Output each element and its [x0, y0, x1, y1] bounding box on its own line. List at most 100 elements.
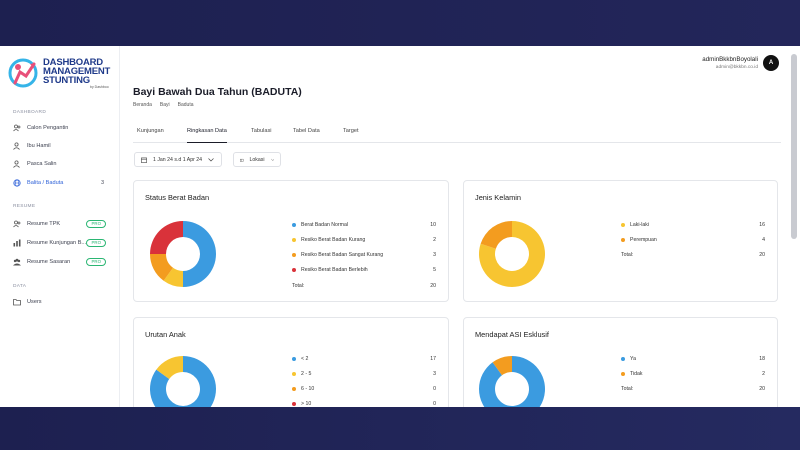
avatar[interactable]: A [763, 55, 779, 71]
donut-slice[interactable] [150, 254, 174, 281]
app-logo[interactable]: DASHBOARD MANAGEMENT STUNTING by Dashboo [6, 54, 118, 94]
total-label: Total: [292, 283, 305, 289]
date-range-filter[interactable]: 1 Jan 24 s.d 1 Apr 24 [134, 152, 222, 167]
card-jenis-kelamin: Jenis Kelamin Laki-laki 16 Perempuan 4 Tot… [463, 180, 778, 302]
user-info[interactable]: adminBkkbnBoyolali admin@bkkbn.co.id [702, 56, 758, 70]
user-name: adminBkkbnBoyolali [702, 56, 758, 63]
legend-value: 0 [433, 386, 436, 392]
donut-slice[interactable] [163, 267, 183, 287]
sidebar-item-label: Users [27, 299, 42, 305]
logo-subtitle: by Dashboo [90, 85, 109, 89]
logo-line-2: MANAGEMENT [43, 66, 111, 77]
users-icon [13, 220, 21, 228]
total-label: Total: [621, 252, 634, 258]
total-value: 20 [759, 386, 765, 392]
donut-slice[interactable] [150, 221, 183, 254]
legend-label: Perempuan [630, 237, 657, 243]
donut-slice[interactable] [480, 221, 512, 249]
breadcrumb-item[interactable]: Bayi [159, 102, 170, 108]
globe-icon [13, 179, 21, 187]
date-range-value: 1 Jan 24 s.d 1 Apr 24 [153, 156, 203, 163]
donut-chart [150, 221, 216, 287]
sidebar-item-balita-baduta[interactable]: Balita / Baduta 3 [6, 176, 114, 190]
sidebar-item-resume-sasaran[interactable]: Resume Sasaran PRO [6, 255, 114, 269]
legend-value: 5 [433, 267, 436, 273]
legend-item: > 10 0 [292, 400, 436, 407]
legend-value: 3 [433, 252, 436, 258]
legend-dot [292, 357, 296, 361]
donut-slice[interactable] [479, 221, 545, 287]
donut-slice[interactable] [492, 356, 512, 376]
sidebar-item-label: Resume Sasaran [27, 259, 71, 265]
legend-label: Resiko Berat Badan Sangat Kurang [301, 252, 384, 258]
card-status-berat-badan: Status Berat Badan Berat Badan Normal 10 … [133, 180, 449, 302]
legend-label: < 2 [301, 356, 309, 362]
sidebar-item-users[interactable]: Users [6, 295, 114, 309]
chevron-down-icon [270, 158, 274, 161]
sidebar-item-label: Resume Kunjungan B... [27, 240, 87, 246]
legend-label: 6 - 10 [301, 386, 315, 392]
section-title-resume: RESUME [13, 204, 36, 209]
legend-item: Berat Badan Normal 10 [292, 221, 436, 229]
tab-target[interactable]: Target [343, 128, 359, 134]
legend-label: 2 - 5 [301, 371, 312, 377]
legend-value: 16 [759, 222, 765, 228]
breadcrumb-item[interactable]: Beranda [133, 102, 152, 108]
sidebar-item-calon-pengantin[interactable]: Calon Pengantin [6, 121, 114, 135]
scrollbar[interactable] [791, 54, 797, 239]
pro-badge: PRO [86, 258, 106, 266]
legend-label: Berat Badan Normal [301, 222, 348, 228]
location-value: Lokasi [249, 156, 265, 163]
legend-value: 2 [433, 237, 436, 243]
sidebar-item-resume-kunjungan[interactable]: Resume Kunjungan B... PRO [6, 236, 114, 250]
legend-total: Total: 20 [292, 282, 436, 290]
legend-label: Ya [630, 356, 636, 362]
sidebar-item-pasca-salin[interactable]: Pasca Salin [6, 157, 114, 171]
legend-value: 4 [762, 237, 765, 243]
legend-label: Laki-laki [630, 222, 650, 228]
card-title: Urutan Anak [145, 330, 186, 339]
legend-dot [292, 238, 296, 242]
logo-text: DASHBOARD MANAGEMENT STUNTING [43, 58, 111, 86]
sidebar-item-label: Ibu Hamil [27, 143, 51, 149]
sidebar: DASHBOARD MANAGEMENT STUNTING by Dashboo… [0, 46, 120, 407]
sidebar-item-resume-tpk[interactable]: Resume TPK PRO [6, 217, 114, 231]
tab-kunjungan[interactable]: Kunjungan [137, 128, 164, 134]
breadcrumb-item: Baduta [177, 102, 194, 108]
user-email: admin@bkkbn.co.id [715, 65, 758, 70]
legend-dot [621, 223, 625, 227]
legend-item: Ya 18 [621, 355, 765, 363]
sidebar-item-count: 3 [101, 180, 104, 186]
donut-slice[interactable] [150, 356, 216, 407]
video-frame-bottom [0, 407, 800, 450]
legend-dot [621, 372, 625, 376]
tab-ringkasan-data[interactable]: Ringkasan Data [187, 128, 227, 143]
legend-value: 3 [433, 371, 436, 377]
sidebar-item-label: Calon Pengantin [27, 125, 69, 131]
user-icon [13, 160, 21, 168]
logo-icon [8, 58, 38, 88]
tab-tabel-data[interactable]: Tabel Data [293, 128, 320, 134]
legend-item: 2 - 5 3 [292, 370, 436, 378]
legend-total: Total: 20 [621, 251, 765, 259]
tab-tabulasi[interactable]: Tabulasi [251, 128, 272, 134]
donut-slice[interactable] [183, 221, 216, 287]
user-icon [13, 142, 21, 150]
donut-slice[interactable] [479, 356, 545, 407]
legend-value: 18 [759, 356, 765, 362]
folder-icon [13, 298, 21, 306]
legend-label: Resiko Berat Badan Berlebih [301, 267, 368, 273]
donut-chart [150, 356, 216, 407]
legend-dot [621, 238, 625, 242]
sidebar-item-ibu-hamil[interactable]: Ibu Hamil [6, 139, 114, 153]
legend-dot [292, 253, 296, 257]
sidebar-item-label: Pasca Salin [27, 161, 57, 167]
legend-label: > 10 [301, 401, 312, 407]
card-title: Jenis Kelamin [475, 193, 522, 202]
location-filter[interactable]: Lokasi [233, 152, 281, 167]
donut-slice[interactable] [156, 356, 183, 380]
section-title-dashboard: DASHBOARD [13, 110, 47, 115]
card-mendapat-asi-eksklusif: Mendapat ASI Esklusif Ya 18 Tidak 2 Total:… [463, 317, 778, 407]
sidebar-item-label: Resume TPK [27, 221, 61, 227]
legend-item: Perempuan 4 [621, 236, 765, 244]
